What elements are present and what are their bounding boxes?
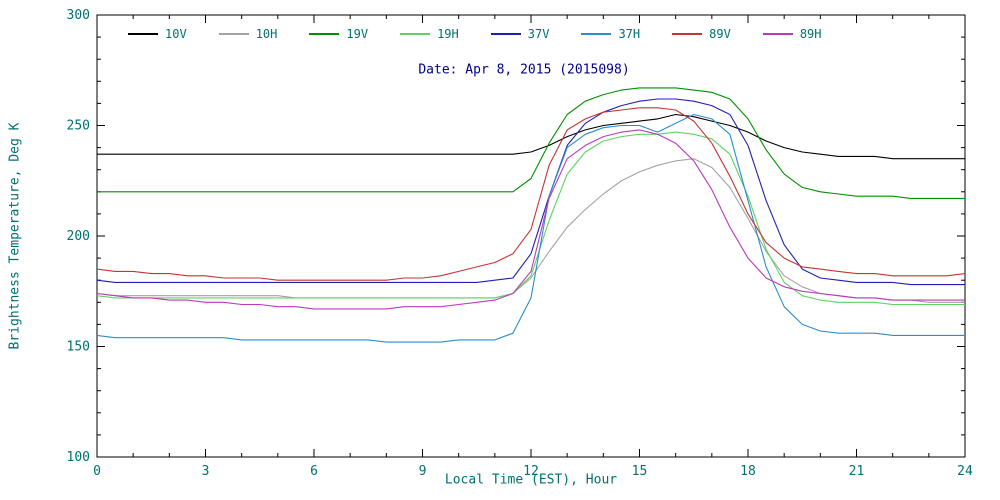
plot-frame [96, 14, 966, 458]
x-tick-label: 6 [310, 464, 318, 479]
series-line-89v [96, 107, 966, 281]
chart-title: Date: Apr 8, 2015 (2015098) [418, 62, 630, 78]
y-tick-label: 150 [67, 340, 90, 355]
x-tick-label: 12 [523, 464, 539, 479]
legend-swatch-19v [309, 33, 340, 35]
legend-item-19v: 19V [309, 27, 368, 41]
series-line-10v [97, 113, 965, 160]
x-tick-label: 9 [419, 464, 427, 479]
series-line-37v [96, 98, 965, 286]
series-line-19h [96, 131, 965, 306]
legend-swatch-89v [672, 33, 703, 35]
x-tick-label: 18 [740, 464, 756, 479]
y-axis-label: Brightness Temperature, Deg K [7, 122, 23, 350]
legend-item-10h: 10H [218, 27, 278, 41]
legend-swatch-37v [490, 33, 521, 35]
legend-item-37h: 37H [581, 27, 640, 41]
x-tick-label: 24 [957, 464, 973, 479]
x-tick-label: 3 [202, 464, 210, 479]
x-tick-label: 15 [632, 464, 648, 479]
legend-label-37h: 37H [618, 27, 641, 41]
legend-swatch-89h [762, 33, 793, 35]
legend-label-10v: 10V [165, 27, 187, 41]
y-tick-label: 300 [67, 8, 90, 23]
legend-item-89h: 89H [762, 27, 822, 41]
legend: 10V 10H 19V 19H 37V 37H 89V 89H [128, 27, 822, 41]
x-axis-label: Local Time (EST), Hour [444, 472, 618, 488]
legend-item-89v: 89V [672, 27, 731, 41]
legend-swatch-10h [218, 33, 249, 35]
series-line-37h [96, 113, 965, 343]
series-line-89h [96, 129, 965, 310]
series-line-10h [96, 158, 965, 303]
legend-label-19v: 19V [346, 27, 369, 41]
legend-swatch-10v [128, 33, 158, 35]
x-tick-label: 0 [93, 464, 101, 479]
y-tick-label: 100 [67, 450, 90, 465]
legend-item-10v: 10V [128, 27, 187, 41]
x-tick-label: 21 [849, 464, 865, 479]
legend-swatch-37h [581, 33, 612, 35]
y-tick-label: 250 [67, 119, 90, 134]
legend-label-10h: 10H [255, 27, 278, 41]
legend-label-37v: 37V [527, 27, 550, 41]
legend-label-89h: 89H [799, 27, 822, 41]
legend-label-89v: 89V [709, 27, 731, 41]
series-line-19v [97, 87, 965, 199]
legend-item-37v: 37V [490, 27, 550, 41]
legend-item-19h: 19H [400, 27, 459, 41]
legend-label-19h: 19H [437, 27, 459, 41]
legend-swatch-19h [400, 33, 431, 35]
y-tick-label: 200 [67, 229, 90, 244]
